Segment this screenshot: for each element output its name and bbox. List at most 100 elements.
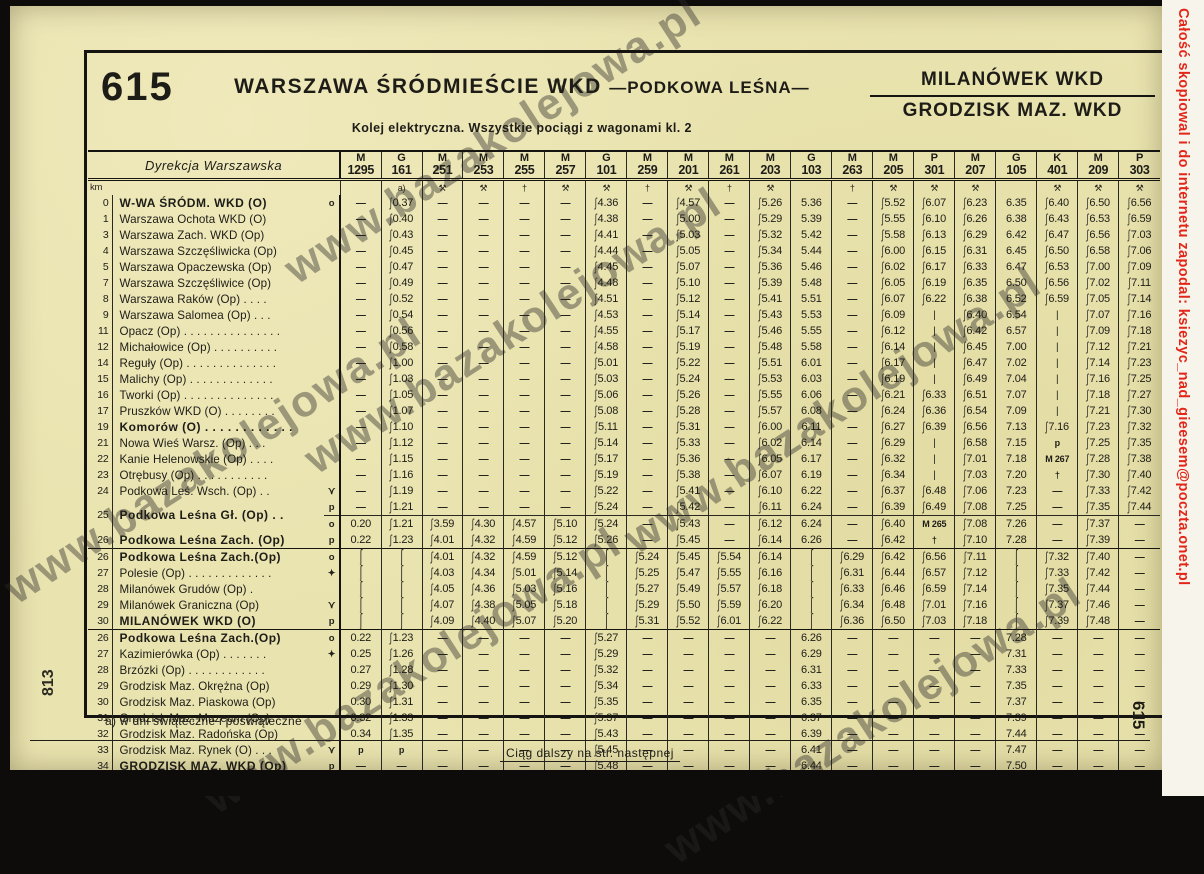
time-cell: 0.22	[339, 629, 382, 646]
time-cell: —	[1036, 710, 1078, 726]
time-cell: ʃ0.40	[380, 211, 422, 227]
time-cell: ʃ5.14	[544, 565, 586, 581]
time-cell: ʃ4.38	[462, 597, 504, 613]
time-cell: ʃ7.18	[1118, 323, 1160, 339]
time-cell: —	[708, 419, 750, 435]
time-cell: 7.02	[995, 355, 1037, 371]
time-cell: —	[626, 211, 668, 227]
time-cell: —	[462, 227, 504, 243]
time-cell: —	[1077, 710, 1119, 726]
time-cell: —	[626, 646, 668, 662]
time-cell: ʃ6.15	[913, 243, 955, 259]
marker-cell	[324, 371, 342, 387]
time-cell: 6.08	[790, 403, 832, 419]
time-cell: ʃ5.17	[667, 323, 709, 339]
time-cell: |	[913, 339, 955, 355]
time-cell: —	[462, 355, 504, 371]
train-column-header: M 209	[1077, 151, 1119, 181]
time-cell: —	[503, 387, 545, 403]
time-cell: —	[1036, 483, 1078, 499]
time-cell: —	[667, 694, 709, 710]
time-cell: —	[339, 323, 382, 339]
time-cell: ʃ7.12	[954, 565, 996, 581]
marker-cell	[324, 339, 342, 355]
time-cell: —	[913, 726, 955, 742]
time-cell: —	[462, 451, 504, 467]
time-cell: 6.41	[790, 742, 832, 758]
time-cell: —	[544, 742, 586, 758]
time-cell: 6.42	[995, 227, 1037, 243]
time-cell: ʃ5.46	[749, 323, 791, 339]
km-cell: 31	[88, 710, 113, 726]
time-cell: ʃ1.15	[380, 451, 422, 467]
km-cell: 5	[88, 259, 113, 275]
time-cell: ʃ7.03	[913, 613, 955, 630]
time-cell: —	[462, 662, 504, 678]
km-header: km	[88, 179, 341, 195]
time-cell: —	[503, 726, 545, 742]
km-cell: 15	[88, 371, 113, 387]
time-cell: —	[421, 742, 463, 758]
time-cell: ʃ6.36	[913, 403, 955, 419]
time-cell: ʃ6.14	[872, 339, 914, 355]
km-cell: 1	[88, 211, 113, 227]
day-symbol-cell: ⚒	[749, 179, 791, 195]
marker-cell	[324, 291, 342, 307]
time-cell: ʃ6.40	[872, 515, 914, 532]
time-cell: —	[421, 646, 463, 662]
time-cell: |	[913, 307, 955, 323]
timetable-header: 615 WARSZAWA ŚRÓDMIEŚCIE WKD —PODKOWA LE…	[87, 53, 1165, 150]
time-cell: ʃ5.29	[585, 646, 627, 662]
time-cell: —	[1118, 646, 1160, 662]
time-cell: —	[544, 195, 586, 211]
day-symbol-cell: ⚒	[585, 179, 627, 195]
station-cell: Podkowa Leśna Zach. (Op)	[119, 532, 285, 547]
time-cell: ʃ	[995, 548, 1037, 565]
time-cell: —	[831, 515, 873, 532]
time-cell: —	[626, 662, 668, 678]
time-cell: ʃ7.14	[1118, 291, 1160, 307]
time-cell: —	[667, 710, 709, 726]
time-cell: —	[462, 323, 504, 339]
time-cell: ʃ6.32	[872, 451, 914, 467]
time-cell: ʃ5.41	[749, 291, 791, 307]
time-cell: ʃ6.16	[749, 565, 791, 581]
time-cell: —	[462, 403, 504, 419]
destination-grodzisk: GRODZISK MAZ. WKD	[902, 100, 1123, 121]
time-cell: ʃ6.49	[954, 371, 996, 387]
direction-header: Dyrekcja Warszawska	[88, 151, 342, 181]
time-cell: ʃ6.12	[872, 323, 914, 339]
time-cell: —	[339, 227, 382, 243]
time-cell: —	[503, 259, 545, 275]
time-cell: —	[421, 483, 463, 499]
time-cell: —	[1036, 646, 1078, 662]
km-cell: 21	[88, 435, 113, 451]
time-cell: ʃ5.18	[544, 597, 586, 613]
time-cell: —	[462, 307, 504, 323]
time-cell: —	[831, 710, 873, 726]
time-cell: —	[1077, 694, 1119, 710]
time-cell: ʃ6.53	[1036, 259, 1078, 275]
time-cell: 0.25	[339, 646, 382, 662]
time-cell: ʃ5.36	[667, 451, 709, 467]
station-cell: Otrębusy (Op) . . . . . . . . . . .	[119, 468, 268, 482]
time-cell: —	[421, 211, 463, 227]
time-cell: 7.39	[995, 710, 1037, 726]
time-cell: —	[462, 678, 504, 694]
time-cell: 6.29	[790, 646, 832, 662]
time-cell: —	[339, 259, 382, 275]
time-cell: ʃ0.52	[380, 291, 422, 307]
station-cell: Opacz (Op) . . . . . . . . . . . . . . .	[119, 324, 281, 338]
time-cell: ʃ5.47	[667, 565, 709, 581]
day-symbol-cell: ⚒	[421, 179, 463, 195]
time-cell: —	[831, 387, 873, 403]
time-cell: —	[831, 323, 873, 339]
time-cell: —	[626, 694, 668, 710]
km-cell: 17	[88, 403, 113, 419]
time-cell: —	[872, 742, 914, 758]
time-cell: —	[462, 195, 504, 211]
time-cell: ʃ6.02	[872, 259, 914, 275]
time-cell: ʃ6.02	[749, 435, 791, 451]
time-cell: ʃ7.05	[1077, 291, 1119, 307]
time-cell: ʃ5.14	[667, 307, 709, 323]
